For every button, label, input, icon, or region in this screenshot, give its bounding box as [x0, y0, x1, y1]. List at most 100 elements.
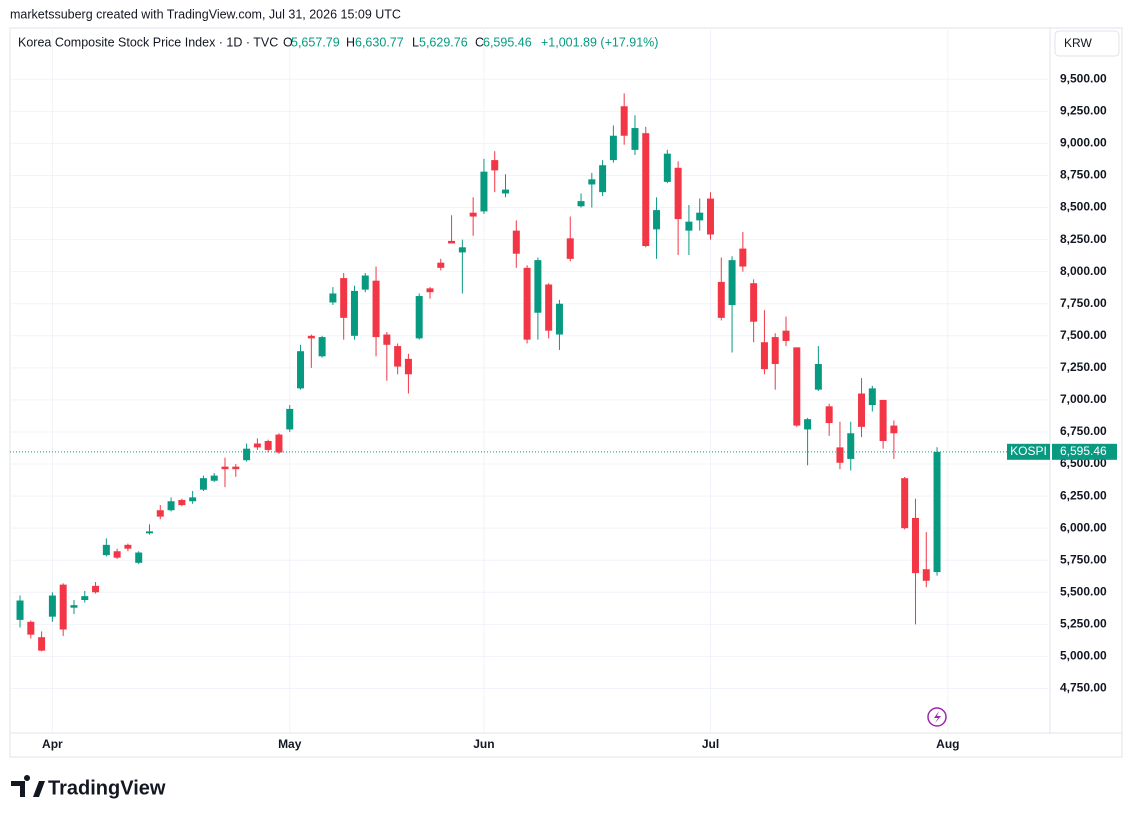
y-tick-label: 5,750.00: [1060, 552, 1107, 566]
candle-body: [847, 433, 855, 459]
candle-body: [933, 451, 941, 573]
legend-value: 6,630.77: [355, 35, 404, 49]
candle-body: [739, 248, 747, 267]
legend-value: 5,629.76: [419, 35, 468, 49]
candle-body: [631, 128, 639, 150]
candle-body: [814, 364, 822, 390]
candle-body: [221, 466, 229, 470]
candle-body: [253, 443, 261, 448]
candle-body: [394, 346, 402, 367]
candle-body: [350, 290, 358, 336]
candle-body: [555, 303, 563, 335]
candle-body: [663, 153, 671, 182]
candle-body: [70, 605, 78, 608]
candle-body: [92, 585, 100, 593]
candle-body: [448, 240, 456, 244]
candle-body: [210, 475, 218, 481]
candle-body: [340, 278, 348, 318]
logo-mark: [11, 774, 31, 797]
candle-body: [609, 135, 617, 161]
y-tick-label: 8,750.00: [1060, 168, 1107, 182]
legend-value: 6,595.46: [483, 35, 532, 49]
candle-body: [879, 399, 887, 441]
y-tick-label: 4,750.00: [1060, 681, 1107, 695]
symbol-label: KOSPI: [1010, 444, 1047, 458]
candle-body: [793, 347, 801, 426]
candle-body: [16, 600, 24, 620]
candle-body: [717, 281, 725, 318]
currency[interactable]: KRW: [1064, 36, 1092, 50]
event-icon[interactable]: [927, 707, 947, 727]
y-tick-label: 5,250.00: [1060, 617, 1107, 631]
candle-body: [901, 478, 909, 529]
candle-body: [243, 448, 251, 461]
y-tick-label: 7,000.00: [1060, 392, 1107, 406]
x-tick-label: Apr: [42, 737, 63, 751]
candle-body: [545, 284, 553, 331]
candle-body: [38, 637, 46, 651]
candle-body: [642, 133, 650, 247]
y-tick-label: 6,000.00: [1060, 520, 1107, 534]
y-tick-label: 8,500.00: [1060, 200, 1107, 214]
x-tick-label: May: [278, 737, 302, 751]
y-tick-label: 9,000.00: [1060, 136, 1107, 150]
y-tick-label: 6,250.00: [1060, 488, 1107, 502]
candle-body: [437, 262, 445, 268]
candle-body: [750, 283, 758, 322]
candle-body: [599, 165, 607, 193]
candle-body: [135, 552, 143, 563]
candles: [16, 93, 941, 652]
y-tick-label: 5,000.00: [1060, 649, 1107, 663]
candle-body: [372, 280, 380, 338]
candle-body: [782, 330, 790, 341]
currency-button[interactable]: [1054, 30, 1120, 57]
candle-body: [361, 275, 369, 290]
candle-body: [307, 335, 315, 339]
candle-body: [653, 210, 661, 230]
candle-body: [48, 595, 56, 617]
y-tick-label: 6,750.00: [1060, 424, 1107, 438]
x-tick-label: Jul: [702, 737, 719, 751]
candle-body: [415, 296, 423, 339]
candle-body: [189, 497, 197, 502]
candle-body: [566, 238, 574, 259]
legend-label: L: [412, 35, 419, 49]
candle-body: [674, 167, 682, 220]
grid: [10, 28, 1050, 733]
event-bolt[interactable]: [934, 711, 941, 723]
y-tick-label: 7,500.00: [1060, 328, 1107, 342]
candle-body: [685, 221, 693, 231]
candle-body: [426, 288, 434, 293]
candle-body: [706, 198, 714, 235]
candle-body: [167, 501, 175, 511]
y-tick-label: 9,500.00: [1060, 71, 1107, 85]
legend-change: +1,001.89 (+17.91%): [541, 35, 658, 49]
legend-label: O: [283, 35, 293, 49]
candle-body: [404, 358, 412, 375]
x-tick-label: Aug: [936, 737, 959, 751]
candle-body: [27, 621, 35, 635]
candle-body: [836, 447, 844, 463]
candle-body: [922, 569, 930, 581]
symbol-label-bg: [1007, 443, 1050, 460]
logo-text: TradingView: [48, 777, 166, 799]
legend-label: C: [475, 35, 484, 49]
candle-body: [577, 201, 585, 207]
candle-body: [491, 160, 499, 171]
candle-body: [286, 408, 294, 430]
chart-title: Korea Composite Stock Price Index · 1D ·…: [18, 35, 278, 49]
candle-body: [297, 351, 305, 389]
candle-body: [329, 293, 337, 303]
candle-body: [804, 419, 812, 430]
candle-body: [523, 267, 531, 340]
candle-body: [868, 388, 876, 406]
candle-body: [264, 440, 272, 450]
chart-frame: [9, 27, 1123, 758]
candle-body: [81, 596, 89, 601]
legend-value: 5,657.79: [291, 35, 340, 49]
candle-body: [771, 337, 779, 365]
y-tick-label: 8,250.00: [1060, 232, 1107, 246]
candle-body: [825, 406, 833, 424]
candle-body: [113, 551, 121, 558]
